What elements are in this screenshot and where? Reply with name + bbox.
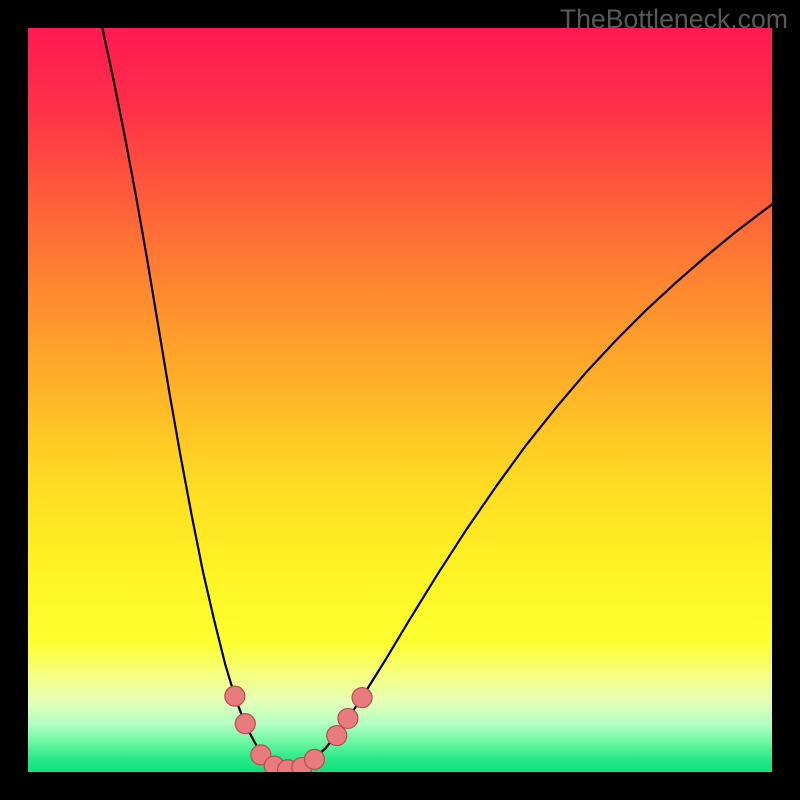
- curve-marker: [225, 686, 245, 706]
- bottleneck-curve-plot: [0, 0, 800, 800]
- curve-marker: [352, 688, 372, 708]
- curve-marker: [338, 708, 358, 728]
- chart-canvas: TheBottleneck.com: [0, 0, 800, 800]
- curve-marker: [304, 749, 324, 769]
- curve-marker: [235, 714, 255, 734]
- gradient-background: [28, 28, 772, 772]
- curve-marker: [327, 726, 347, 746]
- watermark-text: TheBottleneck.com: [560, 4, 788, 35]
